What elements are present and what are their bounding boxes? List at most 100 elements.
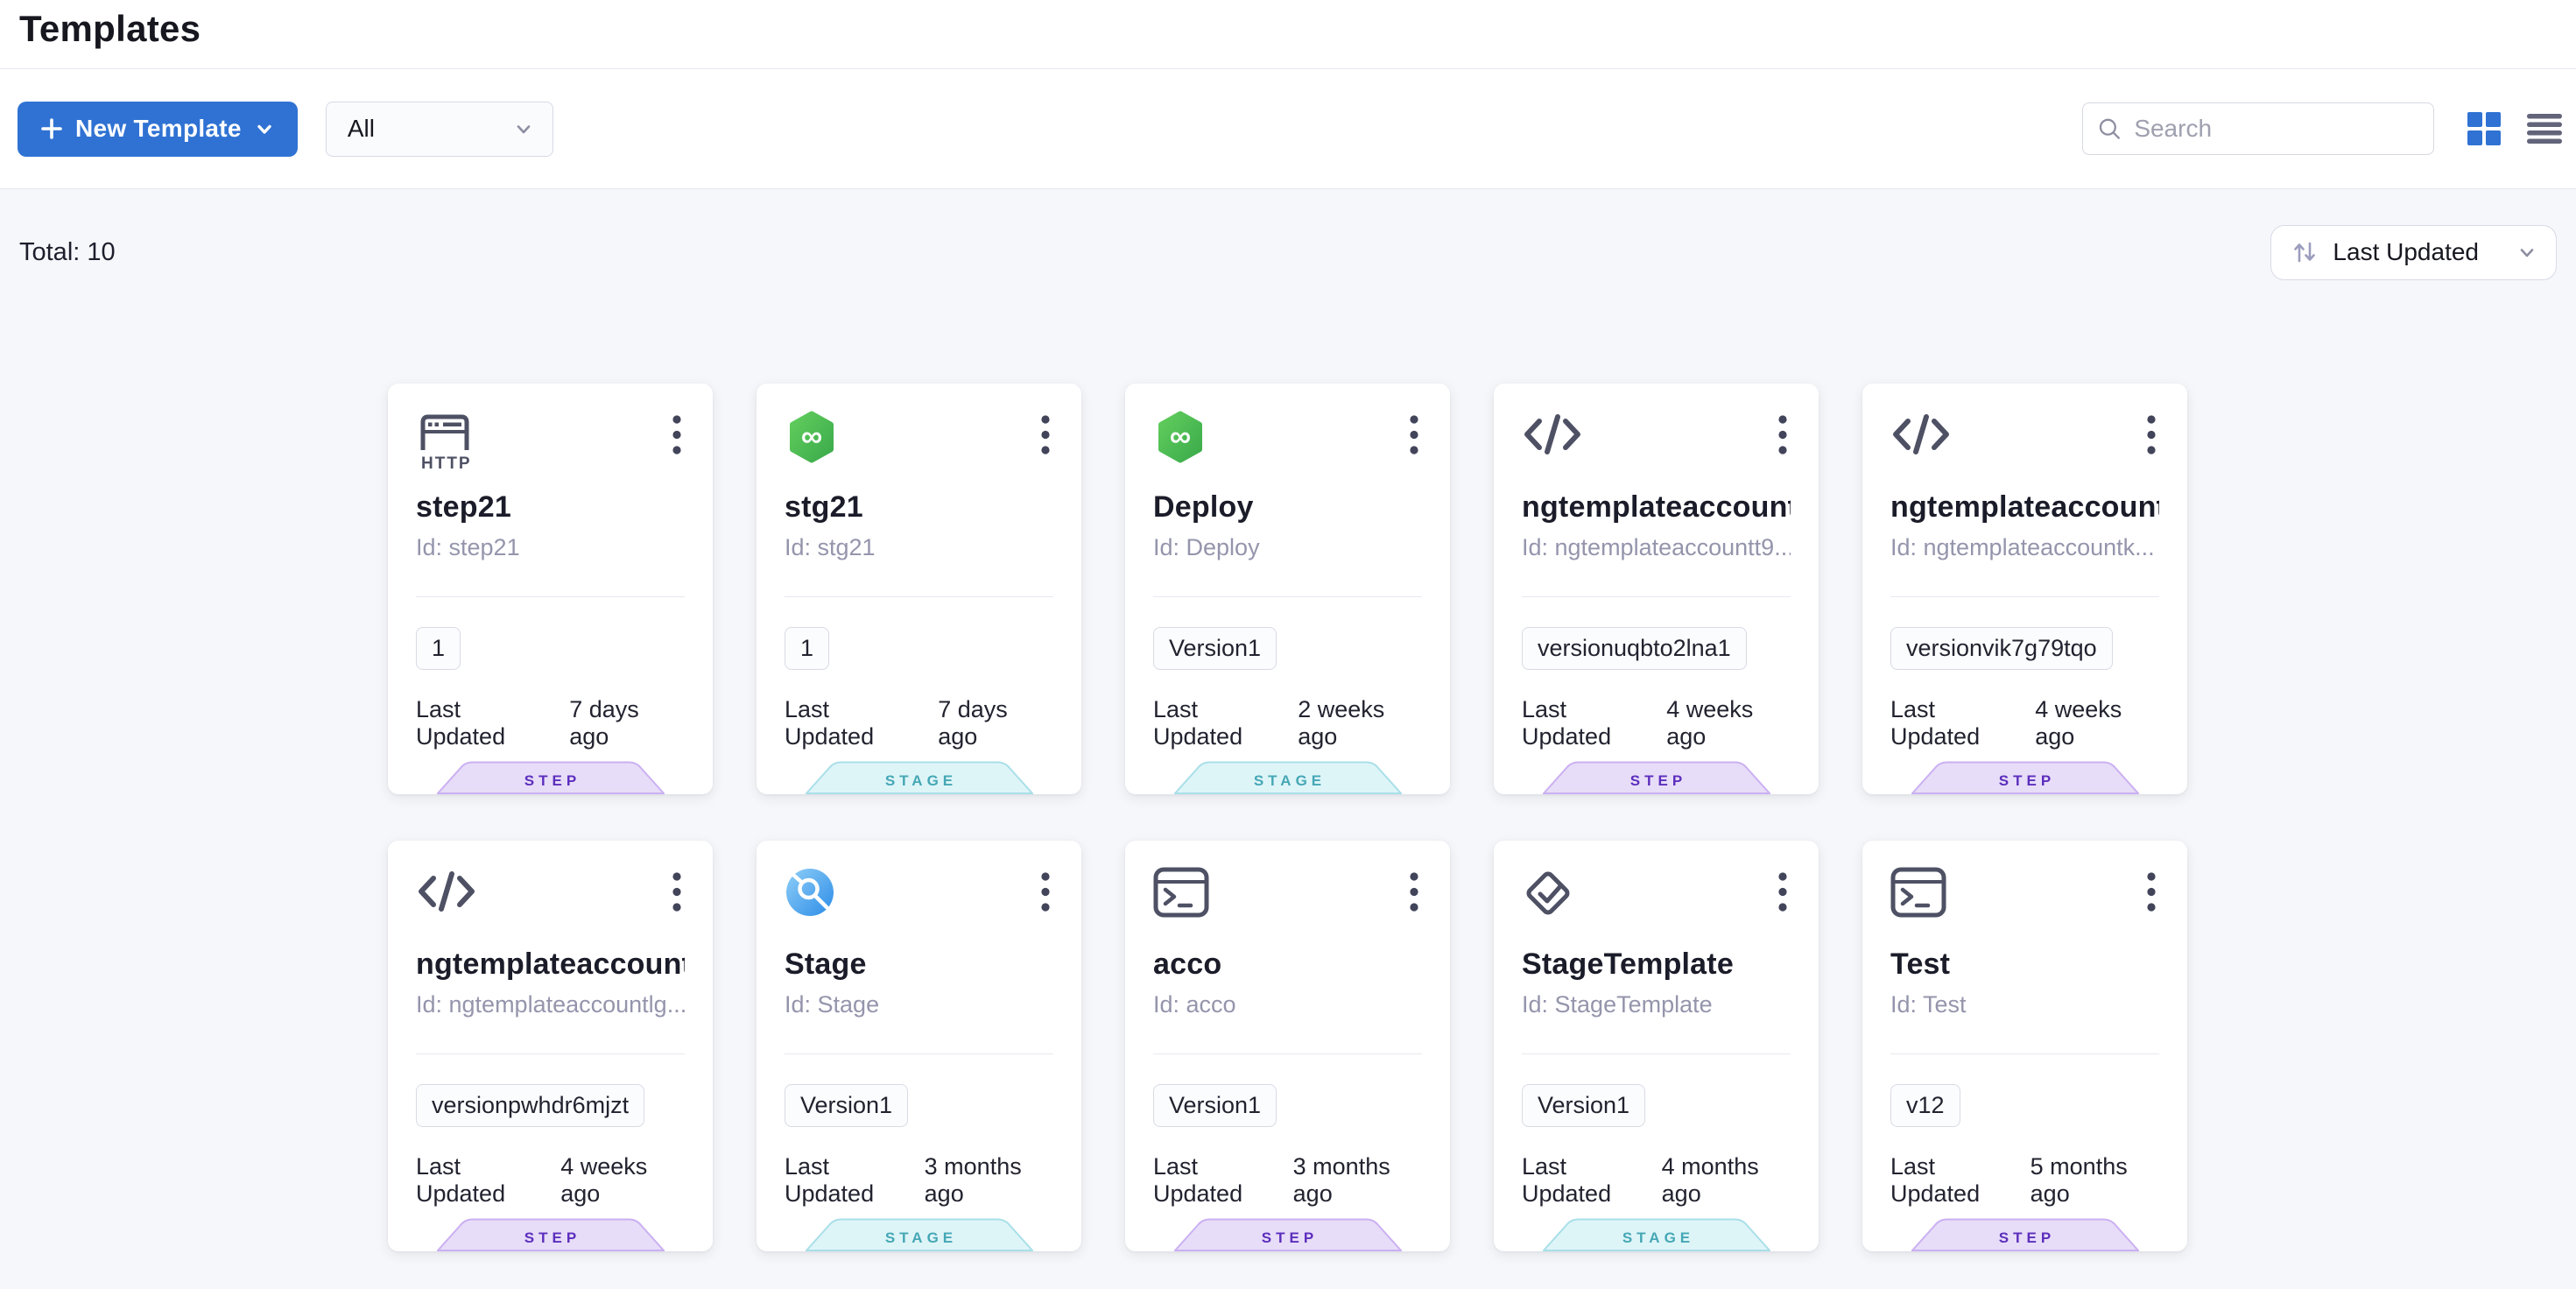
kebab-menu-icon — [1041, 415, 1050, 454]
sort-dropdown[interactable]: Last Updated — [2270, 224, 2557, 280]
card-divider — [785, 1053, 1053, 1054]
template-type-icon — [1522, 867, 1574, 919]
last-updated: Last Updated 7 days ago — [416, 696, 685, 750]
chevron-down-icon — [2520, 249, 2534, 257]
chevron-down-icon — [257, 124, 271, 134]
scope-badge: STEP — [1911, 1218, 2139, 1251]
last-updated-label: Last Updated — [416, 1153, 506, 1207]
version-chip: 1 — [785, 627, 830, 670]
scope-badge-label: STEP — [1998, 1229, 2056, 1246]
scope-badge-label: STEP — [1998, 771, 2056, 789]
grid-view-icon — [2467, 112, 2501, 145]
template-card[interactable]: ∞ stg21 Id: stg21 1 Last Updated 7 day — [757, 384, 1081, 794]
template-card[interactable]: Stage Id: Stage Version1 Last Updated 3 … — [757, 841, 1081, 1251]
template-card[interactable]: ngtemplateaccountk... Id: ngtemplateacco… — [1862, 384, 2187, 794]
version-chip: Version1 — [1522, 1084, 1646, 1127]
card-menu-button[interactable] — [2143, 410, 2159, 455]
template-card[interactable]: StageTemplate Id: StageTemplate Version1… — [1494, 841, 1819, 1251]
toolbar: New Template All — [0, 69, 2576, 189]
template-card[interactable]: ngtemplateaccountt... Id: ngtemplateacco… — [1494, 384, 1819, 794]
last-updated-value: 4 weeks ago — [2035, 696, 2122, 750]
card-head — [1890, 867, 2159, 923]
scope-badge-label: STAGE — [1622, 1229, 1695, 1246]
list-view-button[interactable] — [2527, 113, 2562, 144]
last-updated: Last Updated 4 weeks ago — [416, 1153, 685, 1208]
svg-text:∞: ∞ — [801, 420, 822, 454]
version-chip: v12 — [1890, 1084, 1960, 1127]
new-template-label: New Template — [75, 115, 242, 142]
card-head — [1522, 410, 1791, 466]
card-menu-button[interactable] — [1406, 410, 1422, 455]
page-title: Templates — [19, 8, 201, 49]
card-menu-button[interactable] — [1406, 867, 1422, 912]
scope-badge: STEP — [436, 1218, 665, 1251]
template-type-icon — [1153, 867, 1209, 918]
template-card[interactable]: ∞ Deploy Id: Deploy Version1 Last Update… — [1125, 384, 1450, 794]
scope-badge: STEP — [1542, 761, 1770, 794]
scope-badge: STAGE — [1173, 761, 1402, 794]
code-icon — [1893, 414, 1949, 454]
version-chip: versionuqbto2lna1 — [1522, 627, 1747, 670]
template-type-icon: ∞ — [785, 410, 839, 464]
search-input[interactable] — [2134, 115, 2419, 143]
template-grid: HTTP step21 Id: step21 1 Last Upda — [388, 384, 2188, 1251]
card-head — [1890, 410, 2159, 466]
plus-icon — [41, 118, 62, 139]
last-updated: Last Updated 4 weeks ago — [1890, 696, 2159, 750]
page-header: Templates — [0, 0, 2576, 69]
kebab-menu-icon — [672, 415, 681, 454]
card-menu-button[interactable] — [1038, 867, 1053, 912]
card-menu-button[interactable] — [1775, 410, 1791, 455]
card-menu-button[interactable] — [2143, 867, 2159, 912]
last-updated-value: 4 weeks ago — [560, 1153, 648, 1207]
template-id: Id: stg21 — [785, 534, 876, 560]
card-divider — [416, 1053, 685, 1054]
filter-value: All — [347, 115, 375, 142]
template-card[interactable]: acco Id: acco Version1 Last Updated 3 mo… — [1125, 841, 1450, 1251]
code-icon — [1524, 414, 1580, 454]
card-head — [1522, 867, 1791, 923]
template-card[interactable]: ngtemplateaccountl... Id: ngtemplateacco… — [388, 841, 713, 1251]
last-updated-label: Last Updated — [416, 696, 506, 750]
scope-badge: STAGE — [1542, 1218, 1770, 1251]
card-menu-button[interactable] — [669, 867, 685, 912]
view-toggles — [2467, 112, 2562, 145]
template-type-icon — [1522, 410, 1583, 459]
scope-badge-label: STEP — [524, 1229, 581, 1246]
last-updated-label: Last Updated — [1522, 696, 1612, 750]
new-template-button[interactable]: New Template — [18, 101, 298, 157]
last-updated-value: 5 months ago — [2030, 1153, 2128, 1207]
kebab-menu-icon — [1410, 872, 1418, 912]
search-icon — [2099, 118, 2120, 139]
last-updated-value: 4 weeks ago — [1666, 696, 1754, 750]
card-divider — [785, 596, 1053, 597]
card-menu-button[interactable] — [669, 410, 685, 455]
template-name: Test — [1890, 947, 1951, 981]
card-divider — [1890, 1053, 2159, 1054]
http-icon: HTTP — [420, 414, 470, 471]
grid-view-button[interactable] — [2467, 112, 2501, 145]
sort-value: Last Updated — [2333, 238, 2479, 265]
sort-arrows-icon — [2294, 242, 2316, 263]
last-updated-label: Last Updated — [1890, 696, 1981, 750]
template-card[interactable]: HTTP step21 Id: step21 1 Last Upda — [388, 384, 713, 794]
card-menu-button[interactable] — [1038, 410, 1053, 455]
version-chip: Version1 — [1153, 627, 1277, 670]
template-name: ngtemplateaccountt... — [1522, 490, 1791, 524]
last-updated-label: Last Updated — [785, 696, 875, 750]
kebab-menu-icon — [672, 872, 681, 912]
card-head — [785, 867, 1053, 923]
scope-badge-label: STEP — [1629, 771, 1687, 789]
listing-bar: Total: 10 Last Updated — [0, 224, 2576, 280]
template-card[interactable]: Test Id: Test v12 Last Updated 5 months … — [1862, 841, 2187, 1251]
card-menu-button[interactable] — [1775, 867, 1791, 912]
last-updated: Last Updated 7 days ago — [785, 696, 1053, 750]
last-updated-label: Last Updated — [1522, 1153, 1612, 1207]
last-updated-value: 3 months ago — [924, 1153, 1022, 1207]
template-name: step21 — [416, 490, 511, 524]
last-updated: Last Updated 4 weeks ago — [1522, 696, 1791, 750]
scope-badge: STAGE — [805, 761, 1033, 794]
template-type-filter[interactable]: All — [325, 101, 553, 157]
template-id: Id: ngtemplateaccountk... — [1890, 534, 2155, 560]
template-id: Id: step21 — [416, 534, 520, 560]
